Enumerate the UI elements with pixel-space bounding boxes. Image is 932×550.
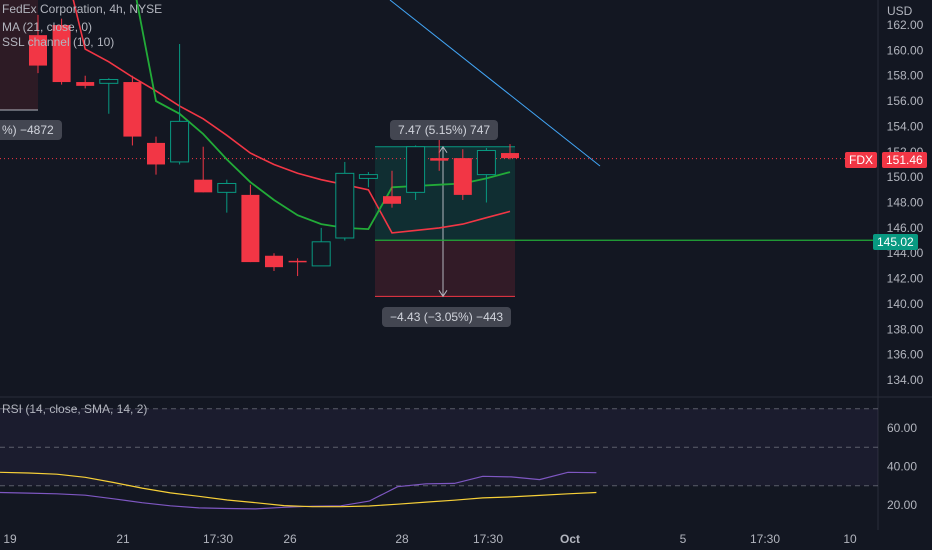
chart-title: FedEx Corporation, 4h, NYSE — [2, 2, 163, 16]
price-tick-label: 146.00 — [887, 221, 924, 235]
candle-body — [501, 153, 519, 159]
candle-body — [383, 196, 401, 204]
time-tick-label: 17:30 — [473, 532, 503, 546]
grid — [0, 0, 932, 530]
measure-left-label: %) −4872 — [0, 120, 62, 140]
price-tick-label: 154.00 — [887, 119, 924, 133]
price-tick-label: 142.00 — [887, 272, 924, 286]
candle-body — [217, 182, 237, 193]
candle-body — [52, 25, 71, 83]
indicator-lines — [0, 0, 878, 510]
time-tick-label: 28 — [395, 532, 409, 546]
time-tick-label: Oct — [560, 532, 580, 546]
rsi-legend[interactable]: RSI (14, close, SMA, 14, 2) — [2, 402, 148, 416]
price-tick-label: 162.00 — [887, 18, 924, 32]
candle-body — [76, 82, 95, 86]
candle-body — [476, 150, 496, 176]
rsi-band — [0, 408, 878, 487]
measure-arrow-head-up — [438, 145, 448, 153]
measure-up-label: 7.47 (5.15%) 747 — [390, 120, 499, 140]
price-tick-label: 150.00 — [887, 170, 924, 184]
candle-body — [358, 174, 378, 179]
price-tick-label: 160.00 — [887, 43, 924, 57]
candle-body — [288, 260, 307, 263]
measure-down-label: −4.43 (−3.05%) −443 — [382, 307, 512, 327]
rsi-band-fill — [0, 408, 878, 486]
price-tick-label: 148.00 — [887, 196, 924, 210]
price-tick-label: 138.00 — [887, 322, 924, 336]
symbol-tag: FDX — [845, 152, 877, 168]
candles[interactable] — [29, 14, 519, 277]
time-tick-label: 17:30 — [750, 532, 780, 546]
measure-arrow-head-down — [438, 290, 448, 298]
candle-body — [265, 255, 283, 268]
time-tick-label: 10 — [843, 532, 857, 546]
ma-legend[interactable]: MA (21, close, 0) — [2, 20, 93, 34]
time-tick-label: 26 — [283, 532, 297, 546]
candle-body — [453, 158, 472, 195]
candle-body — [406, 146, 426, 193]
price-tick-label: 140.00 — [887, 297, 924, 311]
ssl-line — [135, 0, 511, 231]
candle-body — [335, 172, 355, 239]
candle-body — [99, 79, 119, 84]
currency-label: USD — [887, 4, 913, 18]
candle-body — [241, 194, 260, 263]
ma-line — [72, 0, 511, 234]
candle-body — [29, 35, 47, 66]
time-tick-label: 5 — [680, 532, 687, 546]
price-tick-label: 156.00 — [887, 94, 924, 108]
line-price-tag: 145.02 — [873, 234, 918, 250]
rsi-tick-label: 20.00 — [887, 498, 917, 512]
candle-body — [123, 82, 142, 137]
price-axis[interactable]: 162.00160.00158.00156.00154.00152.00150.… — [887, 18, 924, 512]
rsi-tick-label: 60.00 — [887, 421, 917, 435]
candle-body — [430, 158, 449, 161]
candle-body — [194, 179, 213, 193]
time-tick-label: 17:30 — [203, 532, 233, 546]
measure-down-zone — [375, 240, 515, 297]
time-tick-label: 21 — [116, 532, 130, 546]
price-tick-label: 136.00 — [887, 348, 924, 362]
price-tick-label: 158.00 — [887, 69, 924, 83]
ssl-legend[interactable]: SSL channel (10, 10) — [2, 35, 115, 49]
rsi-tick-label: 40.00 — [887, 460, 917, 474]
rsi-ma-line — [0, 471, 597, 508]
candle-body — [311, 241, 331, 267]
trend-line — [389, 0, 601, 167]
last-price-tag: 151.46 — [882, 152, 927, 168]
time-axis[interactable]: 19 21 17:30 26 28 17:30 Oct 5 17:30 10 — [3, 532, 857, 546]
candle-body — [170, 120, 190, 163]
time-tick-label: 19 — [3, 532, 17, 546]
price-tick-label: 134.00 — [887, 373, 924, 387]
candle-body — [147, 142, 165, 165]
